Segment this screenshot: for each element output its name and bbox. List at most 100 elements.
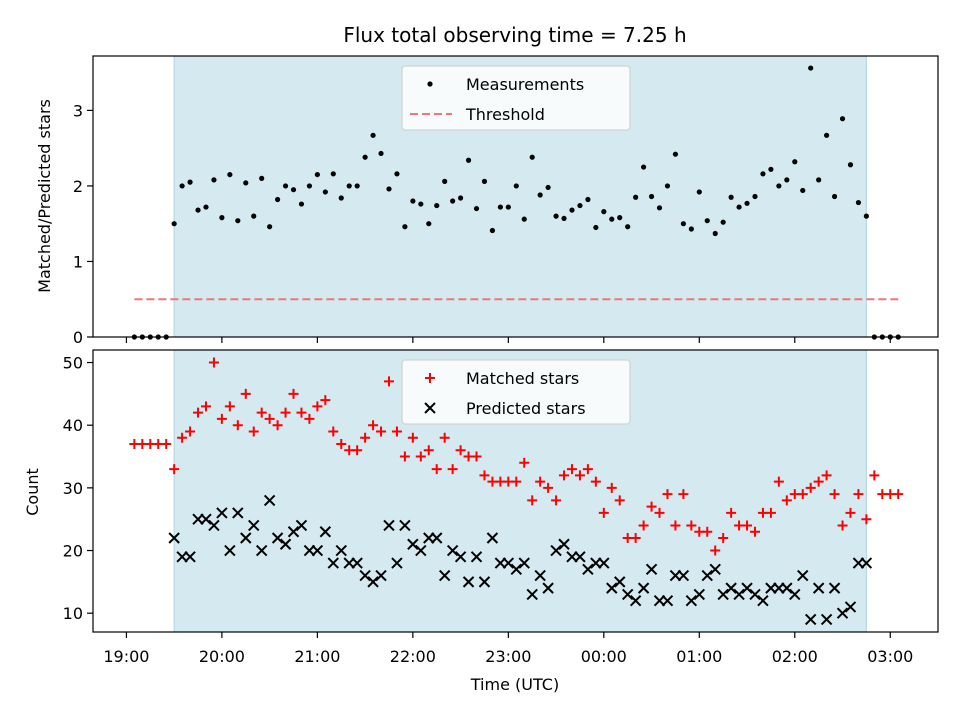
measurement-point — [195, 207, 201, 213]
ratio-axes-frame — [92, 55, 939, 338]
measurement-point — [426, 221, 432, 227]
predicted-star-point — [645, 563, 658, 576]
predicted-star-point — [709, 563, 721, 576]
measurement-point — [712, 230, 718, 237]
predicted-star-point — [749, 588, 761, 601]
matched-star-point — [447, 464, 458, 475]
measurement-point — [768, 166, 774, 172]
matched-star-point — [431, 464, 442, 475]
matched-star-point — [566, 464, 577, 475]
measurement-point — [680, 221, 686, 227]
predicted-star-point — [693, 588, 706, 601]
measurement-point — [688, 226, 694, 232]
measurement-point — [585, 196, 591, 203]
measurement-point — [219, 215, 225, 221]
measurement-point — [545, 184, 551, 191]
matched-star-point — [829, 489, 840, 500]
measurement-point — [251, 213, 257, 219]
x-tick-label: 21:00 — [294, 647, 340, 666]
predicted-star-point — [518, 557, 530, 569]
measurement-point — [784, 177, 790, 183]
matched-star-point — [718, 533, 729, 543]
measurement-point — [163, 334, 169, 340]
measurement-point — [641, 164, 647, 170]
predicted-star-point — [542, 582, 554, 594]
matched-star-point — [765, 507, 776, 518]
predicted-star-point — [598, 557, 610, 569]
measurement-point — [227, 171, 233, 178]
predicted-star-point — [470, 551, 483, 563]
count-panel: 10 20 30 40 50 19:00 20:00 21:00 22:00 23:00 00:00… — [23, 349, 939, 694]
matched-star-point — [304, 413, 315, 424]
measurement-point — [505, 204, 511, 210]
measurement-point — [736, 204, 742, 210]
measurement-point — [656, 205, 663, 211]
measurement-point — [601, 209, 607, 215]
predicted-star-point — [327, 557, 339, 569]
matched-star-point — [551, 495, 562, 506]
measurement-point — [561, 215, 567, 222]
predicted-star-point — [828, 582, 841, 594]
count-legend: Matched stars Predicted stars — [401, 359, 631, 425]
ratio-y-axis-label: Matched/Predicted stars — [35, 99, 54, 293]
measurement-point — [672, 151, 679, 157]
measurement-point — [831, 193, 838, 200]
predicted-star-point — [637, 582, 650, 594]
x-tick-label: 00:00 — [581, 647, 627, 666]
legend-label: Predicted stars — [466, 399, 586, 418]
measurement-point — [895, 334, 901, 340]
measurement-point — [147, 334, 153, 340]
matched-star-point — [535, 476, 546, 487]
predicted-star-point — [629, 594, 642, 607]
matched-star-point — [837, 520, 848, 531]
predicted-star-point — [614, 576, 626, 588]
matched-star-point — [614, 495, 625, 506]
predicted-star-point — [844, 601, 857, 613]
measurement-point — [306, 183, 313, 189]
measurement-point — [760, 171, 766, 177]
matched-star-point — [749, 526, 760, 537]
measurement-point — [744, 200, 750, 206]
measurement-point — [362, 154, 368, 160]
matched-star-point — [368, 420, 379, 431]
measurement-point — [155, 334, 161, 340]
predicted-star-point — [335, 544, 347, 557]
measurement-point — [457, 195, 464, 201]
measurement-point — [282, 183, 289, 189]
predicted-star-point — [391, 557, 403, 569]
predicted-star-point — [781, 582, 793, 594]
matched-star-point — [200, 401, 211, 412]
predicted-star-point — [804, 613, 817, 626]
measurement-point — [664, 183, 671, 189]
matched-star-point — [208, 357, 219, 368]
matched-star-point — [511, 476, 522, 487]
matched-star-point — [543, 482, 554, 493]
matched-star-point — [224, 401, 235, 412]
measurement-point — [577, 202, 583, 209]
matched-star-point — [336, 439, 347, 449]
predicted-star-point — [311, 544, 324, 557]
count-y-tick-label: 40 — [63, 416, 83, 435]
matched-star-point — [376, 426, 387, 437]
matched-star-point — [893, 489, 904, 500]
matched-star-point — [638, 520, 649, 531]
measurement-point — [593, 224, 599, 231]
predicted-star-point — [820, 613, 833, 626]
ratio-panel: 0 1 2 3 Measurements Threshold Matched/Predi… — [35, 55, 939, 347]
measurement-point — [298, 201, 305, 207]
measurement-point — [187, 179, 193, 185]
measurement-point — [131, 334, 137, 340]
matched-star-point — [240, 388, 251, 399]
matched-star-point — [527, 495, 538, 506]
measurement-point — [211, 177, 217, 183]
legend-predicted-marker — [424, 402, 436, 414]
matched-star-point — [256, 407, 267, 418]
measurement-point — [847, 162, 854, 168]
predicted-star-point — [279, 538, 292, 550]
predicted-star-point — [295, 519, 308, 532]
measurement-point — [338, 195, 344, 201]
ratio-y-tick-label: 3 — [73, 101, 83, 120]
measurement-point — [465, 157, 472, 163]
matched-star-point — [280, 407, 291, 418]
matched-star-point — [407, 432, 418, 443]
